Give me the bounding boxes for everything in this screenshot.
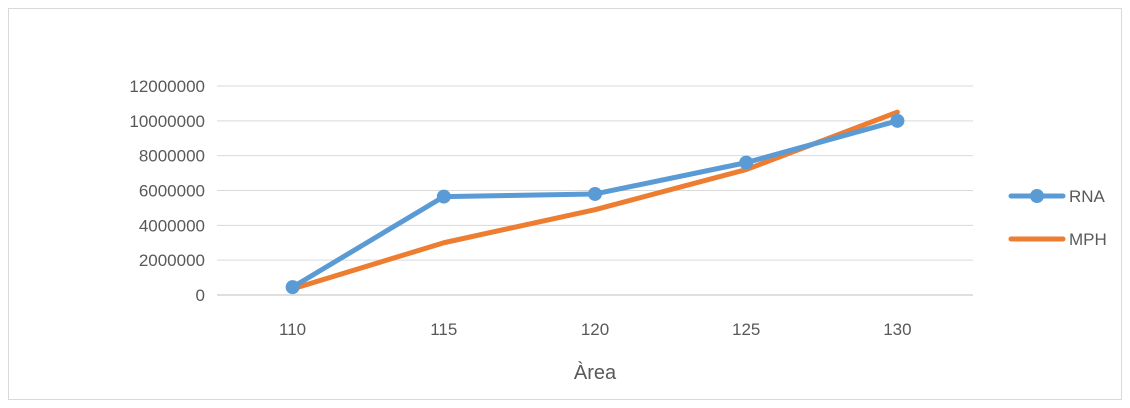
y-tick-label: 6000000	[139, 182, 205, 201]
data-point-rna	[588, 186, 602, 201]
series-layer	[285, 109, 905, 295]
data-point-rna	[285, 280, 300, 295]
legend: RNA MPH	[1008, 187, 1107, 249]
data-point-rna	[890, 113, 905, 128]
y-tick-label: 4000000	[139, 216, 205, 235]
line-chart: 0 2000000 4000000 6000000 8000000 10000000 120…	[129, 77, 1107, 384]
x-axis-title: Àrea	[574, 361, 617, 384]
data-point-rna	[739, 155, 754, 170]
x-tick-label: 130	[883, 320, 911, 339]
data-point-rna	[436, 189, 451, 204]
legend-label-rna: RNA	[1069, 187, 1106, 206]
y-tick-label: 12000000	[129, 77, 205, 96]
y-tick-label: 8000000	[139, 147, 205, 166]
y-tick-label: 0	[196, 286, 205, 305]
x-tick-label: 110	[279, 320, 306, 339]
legend-label-mph: MPH	[1069, 230, 1107, 249]
chart-area: 0 2000000 4000000 6000000 8000000 10000000 120…	[8, 8, 1122, 400]
legend-marker-rna	[1030, 189, 1044, 203]
gridlines	[217, 85, 973, 296]
y-tick-label: 2000000	[139, 251, 205, 270]
y-axis-tick-labels: 0 2000000 4000000 6000000 8000000 10000000 120…	[129, 77, 205, 305]
x-tick-label: 125	[732, 320, 760, 339]
x-axis-tick-labels: 110 115 120 125 130	[279, 320, 912, 339]
y-tick-label: 10000000	[129, 112, 205, 131]
x-tick-label: 115	[430, 320, 457, 339]
x-tick-label: 120	[581, 320, 609, 339]
